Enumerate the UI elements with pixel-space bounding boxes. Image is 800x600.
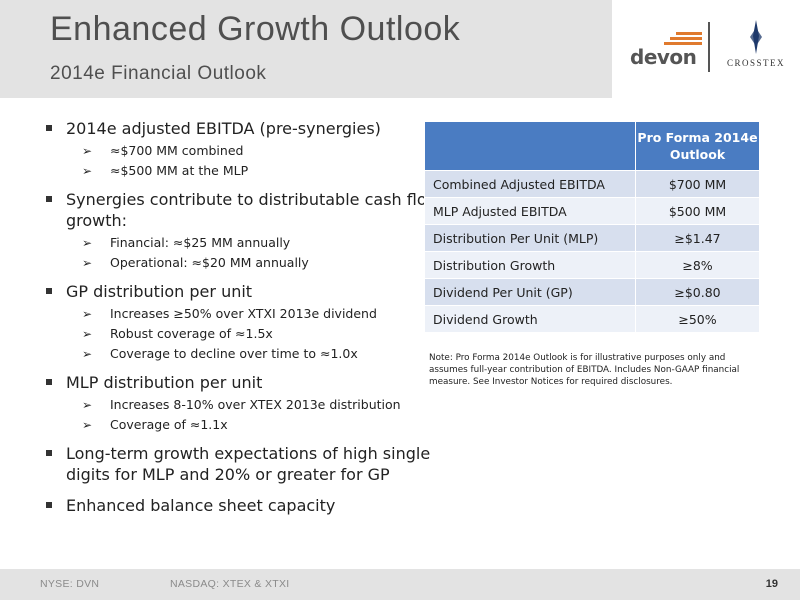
sub-bullet-text: Coverage to decline over time to ≈1.0x <box>110 346 358 361</box>
devon-wordmark: devon <box>630 45 697 69</box>
table-row: Dividend Per Unit (GP) ≥$0.80 <box>424 278 760 306</box>
table-row-label: Distribution Growth <box>424 251 636 279</box>
table-header-cell: Pro Forma 2014e Outlook <box>635 121 760 171</box>
table-row-value: $700 MM <box>635 170 760 198</box>
table-header-row: Pro Forma 2014e Outlook <box>424 121 760 171</box>
table-row-value: ≥8% <box>635 251 760 279</box>
logo-divider <box>708 22 710 72</box>
bullet-square-icon <box>46 450 52 456</box>
arrow-bullet-icon: ➢ <box>82 327 93 341</box>
footer-bar: NYSE: DVN NASDAQ: XTEX & XTXI 19 <box>0 569 800 600</box>
crosstex-logo: CROSSTEX <box>718 18 794 74</box>
arrow-bullet-icon: ➢ <box>82 164 93 178</box>
table-row: Distribution Growth ≥8% <box>424 251 760 279</box>
table-row: Combined Adjusted EBITDA $700 MM <box>424 170 760 198</box>
bullet-item: Enhanced balance sheet capacity <box>46 495 446 516</box>
financial-outlook-table: Pro Forma 2014e Outlook Combined Adjuste… <box>424 121 760 333</box>
sub-bullet-item: ➢ Increases ≥50% over XTXI 2013e dividend <box>46 306 446 322</box>
sub-bullet-text: Robust coverage of ≈1.5x <box>110 326 273 341</box>
table-row-value: ≥50% <box>635 305 760 333</box>
arrow-bullet-icon: ➢ <box>82 347 93 361</box>
bullet-text: Long-term growth expectations of high si… <box>66 444 431 484</box>
sub-bullet-item: ➢ ≈$700 MM combined <box>46 143 446 159</box>
bullet-item: GP distribution per unit <box>46 281 446 302</box>
table-row-label: Distribution Per Unit (MLP) <box>424 224 636 252</box>
sub-bullet-item: ➢ ≈$500 MM at the MLP <box>46 163 446 179</box>
bullet-text: GP distribution per unit <box>66 282 253 301</box>
page-title: Enhanced Growth Outlook <box>50 10 461 48</box>
bullet-square-icon <box>46 288 52 294</box>
table-row: Distribution Per Unit (MLP) ≥$1.47 <box>424 224 760 252</box>
sub-bullet-text: Operational: ≈$20 MM annually <box>110 255 309 270</box>
table-row-value: $500 MM <box>635 197 760 225</box>
arrow-bullet-icon: ➢ <box>82 236 93 250</box>
table-row: Dividend Growth ≥50% <box>424 305 760 333</box>
logo-area: devon CROSSTEX <box>612 0 800 98</box>
table-row-label: MLP Adjusted EBITDA <box>424 197 636 225</box>
sub-bullet-text: Increases ≥50% over XTXI 2013e dividend <box>110 306 377 321</box>
crosstex-compass-icon <box>750 20 762 54</box>
bullet-text: 2014e adjusted EBITDA (pre-synergies) <box>66 119 381 138</box>
arrow-bullet-icon: ➢ <box>82 256 93 270</box>
bullet-square-icon <box>46 196 52 202</box>
sub-bullet-item: ➢ Increases 8-10% over XTEX 2013e distrib… <box>46 397 446 413</box>
arrow-bullet-icon: ➢ <box>82 398 93 412</box>
bullet-text: MLP distribution per unit <box>66 373 263 392</box>
bullet-text: Enhanced balance sheet capacity <box>66 496 336 515</box>
table-row-value: ≥$1.47 <box>635 224 760 252</box>
sub-bullet-text: ≈$500 MM at the MLP <box>110 163 249 178</box>
table-row-label: Combined Adjusted EBITDA <box>424 170 636 198</box>
page-subtitle: 2014e Financial Outlook <box>50 63 267 84</box>
arrow-bullet-icon: ➢ <box>82 144 93 158</box>
bullet-item: 2014e adjusted EBITDA (pre-synergies) <box>46 118 446 139</box>
bullet-text: Synergies contribute to distributable ca… <box>66 190 440 230</box>
bullet-item: Long-term growth expectations of high si… <box>46 443 446 485</box>
disclaimer-note: Note: Pro Forma 2014e Outlook is for ill… <box>429 353 740 387</box>
bullet-square-icon <box>46 502 52 508</box>
sub-bullet-item: ➢ Operational: ≈$20 MM annually <box>46 255 446 271</box>
title-bar: Enhanced Growth Outlook 2014e Financial … <box>0 0 612 98</box>
table-row-value: ≥$0.80 <box>635 278 760 306</box>
arrow-bullet-icon: ➢ <box>82 307 93 321</box>
sub-bullet-item: ➢ Financial: ≈$25 MM annually <box>46 235 446 251</box>
table-row-label: Dividend Growth <box>424 305 636 333</box>
sub-bullet-text: ≈$700 MM combined <box>110 143 244 158</box>
bullet-square-icon <box>46 379 52 385</box>
footer-nyse-ticker: NYSE: DVN <box>40 578 100 590</box>
bullet-item: MLP distribution per unit <box>46 372 446 393</box>
crosstex-wordmark: CROSSTEX <box>726 58 785 68</box>
table-row: MLP Adjusted EBITDA $500 MM <box>424 197 760 225</box>
sub-bullet-text: Coverage of ≈1.1x <box>110 417 228 432</box>
sub-bullet-text: Increases 8-10% over XTEX 2013e distribu… <box>110 397 401 412</box>
devon-logo: devon <box>630 30 702 70</box>
bullet-square-icon <box>46 125 52 131</box>
sub-bullet-item: ➢ Coverage of ≈1.1x <box>46 417 446 433</box>
arrow-bullet-icon: ➢ <box>82 418 93 432</box>
sub-bullet-item: ➢ Robust coverage of ≈1.5x <box>46 326 446 342</box>
bullet-list: 2014e adjusted EBITDA (pre-synergies) ➢ ≈… <box>46 118 446 520</box>
table-header-blank <box>424 121 636 171</box>
page-number: 19 <box>765 578 778 590</box>
table-row-label: Dividend Per Unit (GP) <box>424 278 636 306</box>
sub-bullet-item: ➢ Coverage to decline over time to ≈1.0x <box>46 346 446 362</box>
bullet-item: Synergies contribute to distributable ca… <box>46 189 446 231</box>
footer-nasdaq-ticker: NASDAQ: XTEX & XTXI <box>170 578 290 590</box>
sub-bullet-text: Financial: ≈$25 MM annually <box>110 235 291 250</box>
